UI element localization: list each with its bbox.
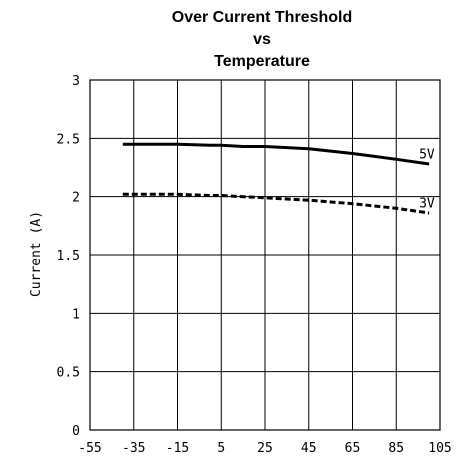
series-line-3V [122, 192, 430, 215]
x-tick-label: 25 [257, 441, 273, 456]
x-tick-label: -15 [166, 441, 189, 456]
y-tick-label: 2.5 [57, 132, 80, 147]
series-label-3V: 3V [419, 197, 435, 212]
y-axis-label: Current (A) [29, 211, 44, 297]
series-labels: 5V 3V [405, 148, 435, 212]
y-tick-label: 1 [72, 307, 80, 322]
tick-labels: -55 -35 -15 5 25 45 65 85 105 0 0.5 1 1.5 2 2.5 3 [57, 74, 452, 456]
x-tick-label: 85 [388, 441, 404, 456]
y-tick-label: 0.5 [57, 366, 80, 381]
x-tick-label: -55 [78, 441, 101, 456]
chart-title-line-1: Over Current Threshold [172, 9, 352, 26]
series-line-5V [122, 142, 430, 166]
plot-frame [89, 79, 441, 431]
grid [89, 79, 441, 431]
y-tick-label: 0 [72, 424, 80, 439]
chart-title-line-3: Temperature [214, 53, 310, 70]
series-lines [122, 142, 430, 215]
x-tick-label: 105 [428, 441, 451, 456]
y-tick-label: 2 [72, 191, 80, 206]
y-tick-label: 3 [72, 74, 80, 89]
x-tick-label: 5 [217, 441, 225, 456]
x-tick-label: 65 [345, 441, 361, 456]
x-tick-label: -35 [122, 441, 145, 456]
x-tick-label: 45 [301, 441, 317, 456]
series-label-5V: 5V [419, 148, 435, 163]
chart-title-line-2: vs [253, 31, 271, 48]
y-tick-label: 1.5 [57, 249, 80, 264]
